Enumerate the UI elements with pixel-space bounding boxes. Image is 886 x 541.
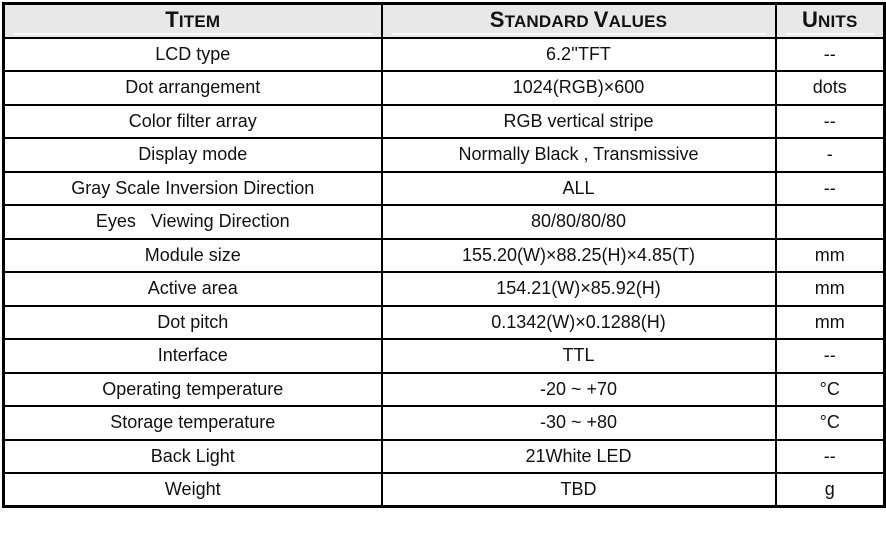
column-header-item: TITEM xyxy=(2,2,383,39)
value-cell: ALL xyxy=(380,170,777,206)
unit-cell: g xyxy=(774,472,886,508)
item-cell: Weight xyxy=(2,472,383,508)
item-cell: Operating temperature xyxy=(2,371,383,407)
item-cell: Dot arrangement xyxy=(2,70,383,106)
header-row: TITEM STANDARD VALUES UNITS xyxy=(2,2,886,39)
value-cell: 6.2''TFT xyxy=(380,36,777,72)
unit-cell: mm xyxy=(774,237,886,273)
unit-cell: - xyxy=(774,137,886,173)
unit-cell: -- xyxy=(774,438,886,474)
item-cell: Active area xyxy=(2,271,383,307)
table-row: Color filter array RGB vertical stripe -… xyxy=(2,103,886,139)
value-cell: 154.21(W)×85.92(H) xyxy=(380,271,777,307)
table-row: LCD type 6.2''TFT -- xyxy=(2,36,886,72)
item-cell: Back Light xyxy=(2,438,383,474)
unit-cell xyxy=(774,204,886,240)
table-row: Gray Scale Inversion Direction ALL -- xyxy=(2,170,886,206)
value-cell: -30 ~ +80 xyxy=(380,405,777,441)
value-cell: 155.20(W)×88.25(H)×4.85(T) xyxy=(380,237,777,273)
value-cell: -20 ~ +70 xyxy=(380,371,777,407)
value-cell: RGB vertical stripe xyxy=(380,103,777,139)
spec-table: TITEM STANDARD VALUES UNITS LCD type 6.2… xyxy=(2,2,886,508)
value-cell: 0.1342(W)×0.1288(H) xyxy=(380,304,777,340)
unit-cell: dots xyxy=(774,70,886,106)
column-header-standard-values: STANDARD VALUES xyxy=(380,2,777,39)
table-row: Operating temperature -20 ~ +70 °C xyxy=(2,371,886,407)
unit-cell: °C xyxy=(774,371,886,407)
unit-cell: -- xyxy=(774,170,886,206)
table-row: Interface TTL -- xyxy=(2,338,886,374)
table-row: Weight TBD g xyxy=(2,472,886,508)
unit-cell: -- xyxy=(774,36,886,72)
column-header-units-label: UNITS xyxy=(801,7,858,33)
item-cell: LCD type xyxy=(2,36,383,72)
table-row: Dot pitch 0.1342(W)×0.1288(H) mm xyxy=(2,304,886,340)
column-header-units: UNITS xyxy=(774,2,886,39)
item-cell: Display mode xyxy=(2,137,383,173)
item-cell: Gray Scale Inversion Direction xyxy=(2,170,383,206)
unit-cell: mm xyxy=(774,304,886,340)
table-row: Module size 155.20(W)×88.25(H)×4.85(T) m… xyxy=(2,237,886,273)
item-cell: Interface xyxy=(2,338,383,374)
item-cell: Color filter array xyxy=(2,103,383,139)
unit-cell: °C xyxy=(774,405,886,441)
value-cell: 1024(RGB)×600 xyxy=(380,70,777,106)
table-row: Active area 154.21(W)×85.92(H) mm xyxy=(2,271,886,307)
column-header-standard-values-label: STANDARD VALUES xyxy=(489,7,668,33)
item-cell: Eyes Viewing Direction xyxy=(2,204,383,240)
table-row: Dot arrangement 1024(RGB)×600 dots xyxy=(2,70,886,106)
unit-cell: -- xyxy=(774,103,886,139)
value-cell: TBD xyxy=(380,472,777,508)
table-row: Display mode Normally Black , Transmissi… xyxy=(2,137,886,173)
table-row: Back Light 21White LED -- xyxy=(2,438,886,474)
value-cell: TTL xyxy=(380,338,777,374)
unit-cell: mm xyxy=(774,271,886,307)
column-header-item-label: TITEM xyxy=(165,7,221,33)
value-cell: 21White LED xyxy=(380,438,777,474)
table-row: Eyes Viewing Direction 80/80/80/80 xyxy=(2,204,886,240)
item-cell: Storage temperature xyxy=(2,405,383,441)
item-cell: Module size xyxy=(2,237,383,273)
value-cell: Normally Black , Transmissive xyxy=(380,137,777,173)
unit-cell: -- xyxy=(774,338,886,374)
item-cell: Dot pitch xyxy=(2,304,383,340)
value-cell: 80/80/80/80 xyxy=(380,204,777,240)
table-row: Storage temperature -30 ~ +80 °C xyxy=(2,405,886,441)
